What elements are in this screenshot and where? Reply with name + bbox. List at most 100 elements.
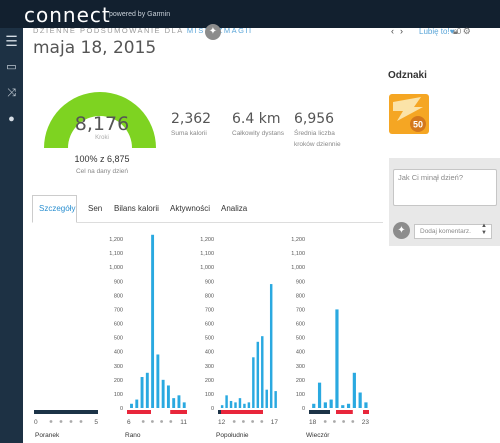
- active-tab-frame: [32, 195, 77, 223]
- menu-icon[interactable]: ☰: [5, 33, 18, 49]
- x-tick-dot: [232, 420, 236, 423]
- bar: [364, 402, 368, 408]
- y-tick-label: 800: [296, 293, 305, 299]
- y-tick-label: 800: [205, 293, 214, 299]
- bar: [261, 336, 264, 408]
- bar: [182, 402, 186, 408]
- y-tick-label: 0: [120, 406, 123, 412]
- heart-icon: ♥: [449, 27, 455, 36]
- bar: [234, 402, 237, 408]
- bar: [341, 405, 345, 408]
- like-button[interactable]: Lubię to!♥ 0: [419, 27, 461, 36]
- avg-steps-value: 6,956: [294, 111, 335, 127]
- bar: [274, 391, 277, 408]
- tab-details[interactable]: Szczegóły: [39, 204, 76, 213]
- bar: [323, 402, 327, 408]
- y-tick-label: 0: [302, 406, 305, 412]
- x-end-label: 11: [180, 419, 187, 426]
- bar: [166, 385, 170, 408]
- y-tick-label: 1,000: [291, 265, 305, 271]
- inactive-strip: [221, 410, 263, 414]
- y-tick-label: 700: [114, 307, 123, 313]
- lock-icon[interactable]: 🔒︎: [453, 26, 458, 36]
- status-input[interactable]: [393, 169, 497, 206]
- x-tick-dot: [160, 420, 163, 423]
- inbox-icon[interactable]: ▭: [6, 61, 17, 73]
- period-label-late-morning: Rano: [125, 432, 141, 439]
- comment-stepper[interactable]: ▲ ▼: [481, 223, 487, 237]
- x-tick-dot: [342, 420, 345, 423]
- bar: [265, 389, 268, 408]
- tab-sleep[interactable]: Sen: [88, 204, 103, 213]
- calories-value: 2,362: [171, 111, 212, 127]
- bar: [229, 400, 233, 408]
- y-tick-label: 200: [205, 378, 214, 384]
- y-tick-label: 600: [296, 322, 305, 328]
- x-start-label: 6: [127, 419, 131, 426]
- bar: [140, 377, 144, 408]
- distance-value: 6.4 km: [232, 111, 281, 127]
- tabs-divider: [33, 222, 383, 223]
- x-tick-dot: [323, 420, 327, 423]
- x-end-label: 17: [271, 419, 279, 426]
- tab-analysis[interactable]: Analiza: [221, 204, 248, 213]
- like-count: 0: [456, 27, 462, 36]
- gear-icon[interactable]: ⚙: [462, 26, 471, 36]
- bar: [269, 284, 273, 408]
- stepper-down-icon[interactable]: ▼: [481, 230, 487, 236]
- bar: [130, 403, 133, 408]
- top-icons: 🔒︎ ⚙: [453, 26, 476, 37]
- y-tick-label: 700: [296, 307, 305, 313]
- bar: [329, 399, 333, 408]
- y-tick-label: 400: [296, 350, 305, 356]
- bar: [225, 395, 228, 408]
- bar: [145, 372, 149, 408]
- bar: [317, 382, 322, 408]
- y-tick-label: 300: [114, 364, 123, 370]
- x-tick-dot: [49, 420, 53, 423]
- x-tick-dot: [251, 420, 254, 423]
- next-day-icon[interactable]: ›: [400, 26, 403, 36]
- connections-icon[interactable]: ⤨: [7, 87, 16, 99]
- logo: connect: [24, 3, 111, 27]
- y-tick-label: 600: [205, 322, 214, 328]
- y-tick-label: 1,100: [291, 251, 305, 257]
- badge-wing: [393, 97, 423, 121]
- chart-evening: 1,200 1,100 1,000 900 800 700 600 500 400 300 200 1…: [285, 232, 375, 432]
- badge-circle: [410, 116, 426, 132]
- add-comment-input[interactable]: [414, 224, 492, 239]
- bar: [135, 399, 139, 408]
- bar: [335, 309, 339, 408]
- globe-icon[interactable]: ✦: [205, 24, 221, 40]
- goal-label: Cel na dany dzień: [75, 168, 129, 175]
- badge-icon[interactable]: 50: [388, 93, 430, 135]
- tab-calorie-balance[interactable]: Bilans kalorii: [114, 204, 159, 213]
- stepper-up-icon[interactable]: ▲: [481, 223, 487, 229]
- y-tick-label: 500: [205, 336, 214, 342]
- x-start-label: 0: [34, 419, 38, 426]
- chart-afternoon-svg: 1,200 1,100 1,000 900 800 700 600 500 400 300 200 1…: [200, 237, 279, 426]
- chart-late-morning-svg: 1,200 1,100 1,000 900 800 700 600 500 400 300 200 1…: [109, 234, 187, 426]
- bar: [172, 398, 176, 408]
- tab-activities[interactable]: Aktywności: [170, 204, 211, 213]
- prev-day-icon[interactable]: ‹: [391, 26, 394, 36]
- steps-gauge: [44, 92, 156, 148]
- y-tick-label: 900: [296, 279, 305, 285]
- date-navigation: ‹ ›: [391, 26, 409, 36]
- inactive-strip: [127, 410, 151, 414]
- y-tick-label: 500: [114, 336, 123, 342]
- y-tick-label: 800: [114, 293, 123, 299]
- period-label-afternoon: Popołudnie: [216, 432, 249, 439]
- bar: [346, 403, 351, 408]
- y-tick-label: 100: [114, 392, 123, 398]
- y-tick-label: 300: [205, 364, 214, 370]
- y-tick-label: 1,200: [109, 237, 123, 243]
- top-bar: connect powered by Garmin: [0, 0, 500, 28]
- y-tick-label: 1,000: [200, 265, 214, 271]
- y-tick-label: 400: [114, 350, 123, 356]
- sleep-strip: [309, 410, 330, 414]
- y-tick-label: 900: [205, 279, 214, 285]
- chart-late-morning: 1,200 1,100 1,000 900 800 700 600 500 400 300 200 1…: [103, 232, 193, 432]
- user-icon[interactable]: ●: [8, 113, 15, 125]
